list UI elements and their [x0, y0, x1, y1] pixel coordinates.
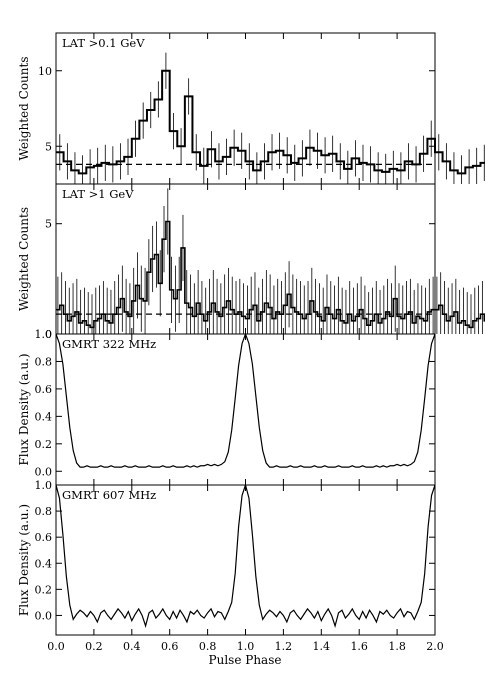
y-tick-label: 0.0 — [35, 465, 53, 478]
y-axis-label: Flux Density (a.u.) — [17, 504, 31, 616]
x-tick-label: 1.6 — [350, 640, 368, 653]
y-tick-label: 0.2 — [35, 583, 53, 596]
plot-frame — [55, 183, 436, 335]
x-tick-label: 0.2 — [85, 640, 103, 653]
y-tick-label: 5 — [45, 218, 52, 231]
pulse-profile-line — [55, 482, 436, 628]
y-tick-label: 0.8 — [35, 355, 53, 368]
y-tick-label: 0.4 — [35, 410, 53, 423]
x-tick-label: 0.0 — [47, 640, 65, 653]
y-axis-label: Weighted Counts — [17, 57, 31, 161]
plot-frame — [55, 333, 436, 486]
x-tick-label: 1.0 — [237, 640, 255, 653]
x-tick-label: 2.0 — [426, 640, 444, 653]
panel-3: 0.0 0.2 0.4 0.6 0.8 1.0 GMRT 322 MHz Flux Densi… — [17, 328, 436, 486]
y-axis-label: Weighted Counts — [17, 207, 31, 311]
pulse-profile-line — [55, 332, 436, 468]
y-tick-label: 0.6 — [35, 531, 53, 544]
x-tick-label: 0.6 — [161, 640, 179, 653]
y-tick-label: 0 — [45, 328, 52, 341]
x-axis-label: Pulse Phase — [209, 653, 282, 667]
x-tick-label: 1.8 — [388, 640, 406, 653]
panel-1: 5 10 LAT >0.1 GeV Weighted Counts — [17, 32, 485, 185]
panel-label: LAT >1 GeV — [62, 187, 134, 201]
y-tick-label: 0.4 — [35, 557, 53, 570]
panel-4: 0.0 0.2 0.4 0.6 0.8 1.0 GMRT 607 MHz Flux Densi… — [17, 479, 444, 653]
y-tick-label: 0.2 — [35, 438, 53, 451]
y-tick-label: 0.6 — [35, 383, 53, 396]
y-tick-label: 0.8 — [35, 505, 53, 518]
x-tick-label: 1.4 — [313, 640, 331, 653]
plot-frame — [55, 484, 436, 636]
panel-label: GMRT 322 MHz — [62, 337, 156, 351]
y-tick-label: 1.0 — [35, 479, 53, 492]
panel-label: GMRT 607 MHz — [62, 488, 156, 502]
y-tick-label: 1.0 — [35, 328, 53, 341]
panel-label: LAT >0.1 GeV — [62, 36, 145, 50]
panel-2: 0 5 LAT >1 GeV Weighted Counts — [17, 183, 485, 341]
x-tick-label: 0.8 — [199, 640, 217, 653]
x-tick-label: 1.2 — [275, 640, 293, 653]
y-axis-label: Flux Density (a.u.) — [17, 353, 31, 465]
y-tick-label: 5 — [45, 140, 52, 153]
y-tick-label: 0.0 — [35, 609, 53, 622]
y-tick-label: 10 — [38, 65, 52, 78]
x-tick-label: 0.4 — [123, 640, 141, 653]
